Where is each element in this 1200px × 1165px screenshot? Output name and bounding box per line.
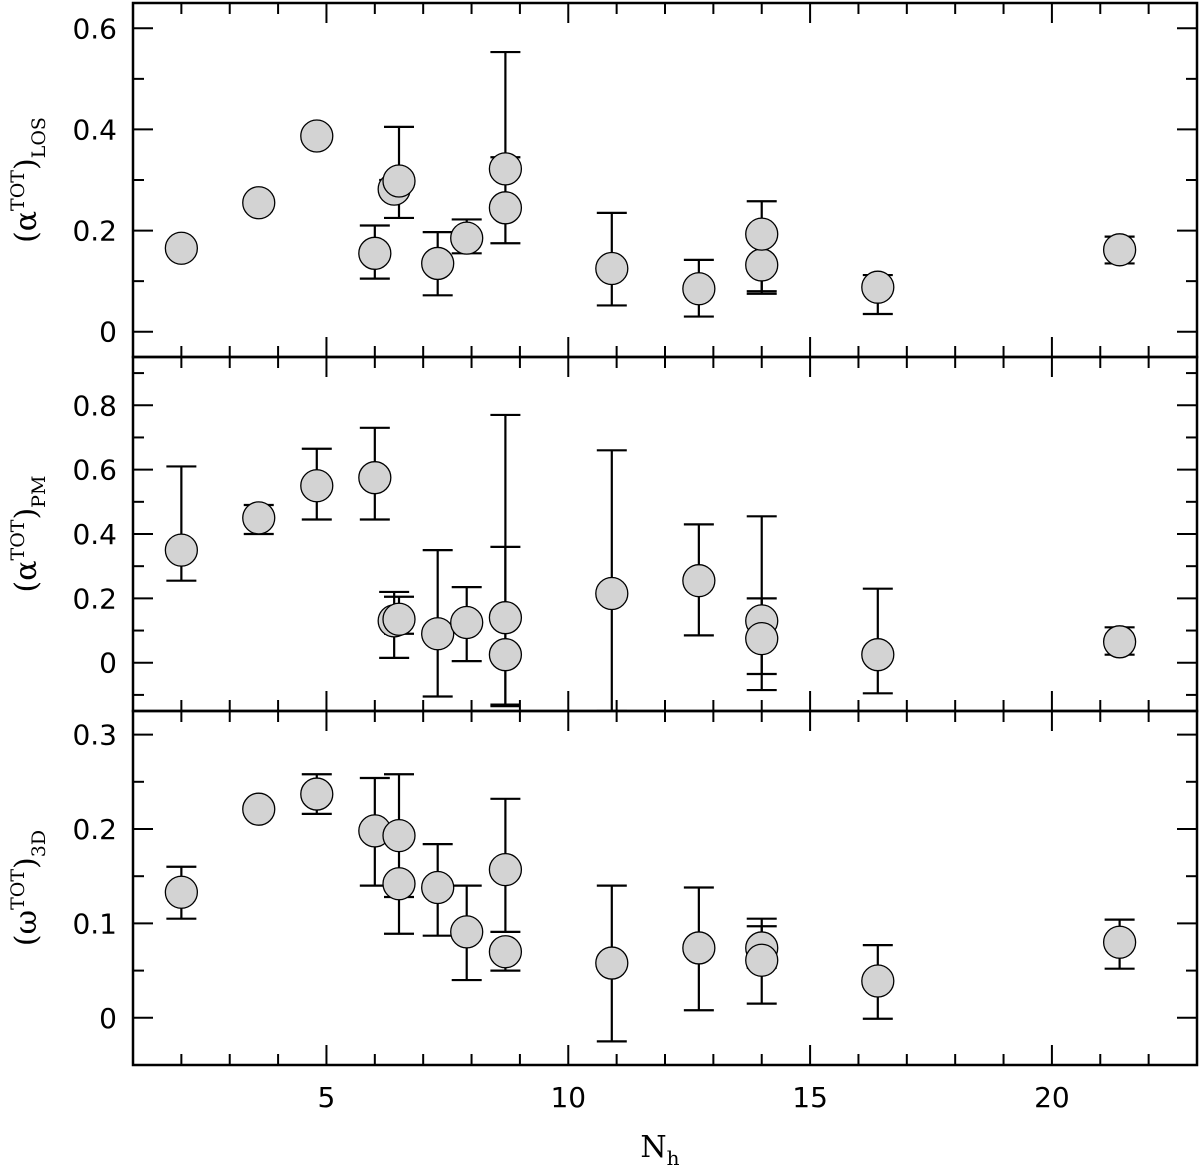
data-point xyxy=(421,246,455,281)
y-tick-label: 0 xyxy=(99,1002,117,1035)
data-point xyxy=(300,469,334,503)
plot-frame xyxy=(131,355,1199,713)
data-point xyxy=(382,818,416,853)
data-point xyxy=(488,152,523,186)
data-point xyxy=(488,601,523,635)
data-point xyxy=(745,621,779,656)
y-axis-label: (αTOT)LOS xyxy=(7,117,50,243)
data-point xyxy=(382,602,416,636)
y-tick-label: 0.2 xyxy=(72,215,117,248)
y-label-close: ) xyxy=(9,508,44,520)
data-point xyxy=(242,186,276,220)
y-label-base: (ω xyxy=(9,910,44,946)
data-points xyxy=(164,461,1137,672)
data-point xyxy=(164,533,199,567)
data-point xyxy=(488,638,523,672)
data-point xyxy=(861,638,895,672)
data-point xyxy=(745,248,779,282)
error-bars xyxy=(166,773,1135,1043)
y-label-close: ) xyxy=(9,857,44,869)
y-tick-label: 0.6 xyxy=(72,454,117,487)
data-point xyxy=(682,564,716,598)
data-point xyxy=(164,231,199,265)
y-label-sup: TOT xyxy=(7,519,29,560)
data-point xyxy=(861,964,895,998)
y-label-sub: LOS xyxy=(28,117,50,158)
panels: 00.20.40.6(αTOT)LOS00.20.40.60.8(αTOT)PM… xyxy=(7,1,1199,1165)
x-axis-label: Nh xyxy=(640,1130,679,1165)
data-point xyxy=(745,943,779,977)
data-point xyxy=(595,576,629,611)
y-label-sup: TOT xyxy=(7,170,29,211)
plot-frame xyxy=(131,709,1199,1067)
x-tick-label: 20 xyxy=(1034,1081,1070,1114)
y-label-sup: TOT xyxy=(7,869,29,910)
data-point xyxy=(745,217,779,251)
error-bars xyxy=(359,50,1135,318)
y-tick-label: 0.8 xyxy=(72,389,117,422)
y-tick-label: 0 xyxy=(99,316,117,349)
data-point xyxy=(382,164,416,198)
data-point xyxy=(1102,925,1137,959)
data-point xyxy=(382,867,416,901)
data-point xyxy=(1102,625,1137,659)
data-point xyxy=(488,935,523,969)
y-tick-label: 0.4 xyxy=(72,518,117,551)
data-point xyxy=(300,119,334,153)
panel-los: 0 0.2 0.4 0.6 (αTOT)LOS xyxy=(7,1,1199,359)
y-label-sub: PM xyxy=(28,476,50,508)
data-point xyxy=(595,251,629,286)
y-tick-label: 0.4 xyxy=(72,113,117,146)
y-label-base: (α xyxy=(9,560,44,592)
data-point xyxy=(164,875,199,909)
x-tick-label: 5 xyxy=(318,1081,336,1114)
panel-pm: 0 0.2 0.4 0.6 0.8 (αTOT)PM xyxy=(7,355,1199,713)
data-point xyxy=(358,236,392,270)
data-point xyxy=(1102,233,1137,267)
data-point xyxy=(488,191,523,225)
x-label-base: N xyxy=(640,1130,666,1165)
x-tick-label: 15 xyxy=(792,1081,828,1114)
y-tick-label: 0.3 xyxy=(72,719,117,752)
data-point xyxy=(682,931,716,965)
error-bars xyxy=(166,413,1135,711)
data-point xyxy=(421,617,455,651)
data-point xyxy=(300,777,334,811)
panel-3d: 0 0.1 0.2 0.3 (ωTOT)3D xyxy=(7,709,1199,1067)
y-axis-label: (αTOT)PM xyxy=(7,476,50,593)
data-point xyxy=(242,792,276,826)
y-tick-label: 0.2 xyxy=(72,813,117,846)
data-points xyxy=(164,119,1137,306)
y-tick-label: 0.1 xyxy=(72,907,117,940)
data-point xyxy=(358,461,392,495)
data-point xyxy=(450,221,484,255)
x-tick-label: 10 xyxy=(550,1081,586,1114)
x-label-sub: h xyxy=(667,1146,680,1165)
plot-frame xyxy=(131,1,1199,359)
y-label-base: (α xyxy=(9,211,44,243)
y-label-sub: 3D xyxy=(28,830,50,857)
data-point xyxy=(450,605,484,640)
data-points xyxy=(164,777,1137,998)
data-point xyxy=(421,870,455,905)
y-label-close: ) xyxy=(9,158,44,170)
data-point xyxy=(682,272,716,306)
data-point xyxy=(450,915,484,949)
data-point xyxy=(242,501,276,535)
data-point xyxy=(595,946,629,980)
data-point xyxy=(488,852,523,887)
y-axis-label: (ωTOT)3D xyxy=(7,830,50,946)
y-tick-label: 0.6 xyxy=(72,12,117,45)
data-point xyxy=(861,270,895,304)
y-tick-label: 0.2 xyxy=(72,582,117,615)
y-tick-label: 0 xyxy=(99,647,117,680)
